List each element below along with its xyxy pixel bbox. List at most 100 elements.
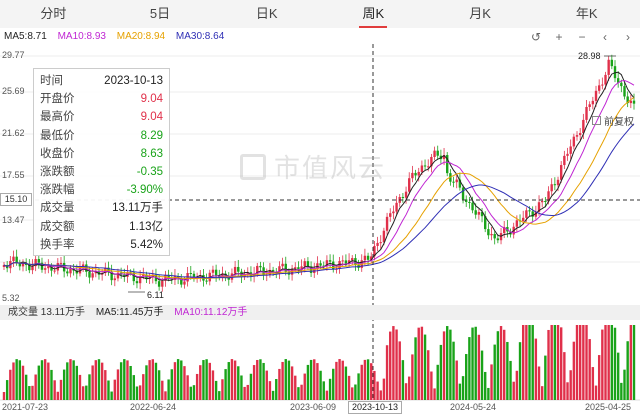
ma10-value: MA10:8.93 [57, 31, 106, 42]
volume-bar [297, 387, 300, 400]
checkbox-icon[interactable] [592, 116, 601, 125]
volume-bar [534, 338, 538, 400]
candle-body [534, 211, 538, 217]
candle-body [626, 96, 629, 104]
info-value: 8.63 [140, 147, 163, 160]
volume-bar [385, 345, 389, 400]
volume-bar [284, 359, 287, 400]
volume-bar [506, 341, 509, 400]
volume-bar [515, 370, 519, 400]
volume-bar [268, 381, 272, 400]
info-key: 开盘价 [40, 93, 75, 106]
candle-body [591, 100, 595, 105]
candle-body [578, 133, 582, 136]
candle-body [594, 90, 598, 101]
volume-bar [28, 386, 31, 400]
volume-bar [126, 360, 129, 400]
chevron-right-icon[interactable]: › [626, 30, 630, 44]
volume-bar [474, 326, 477, 400]
volume-bar [113, 379, 117, 400]
volume-bar [382, 378, 386, 400]
volume-bar [458, 383, 462, 400]
candle-body [91, 273, 94, 278]
volume-bar [183, 366, 186, 400]
info-row: 开盘价 9.04 [40, 90, 163, 108]
candle-body [566, 153, 569, 156]
info-value: 9.04 [140, 93, 163, 106]
volume-legend: 成交量 13.11万手 MA5:11.45万手 MA10:11.12万手 [0, 305, 640, 320]
candle-body [607, 59, 610, 75]
candle-body [392, 211, 395, 214]
volume-ma10-value: MA10:11.12万手 [174, 307, 248, 318]
volume-bar [319, 370, 322, 400]
price-cursor-label: 15.10 [0, 193, 32, 206]
volume-bar [601, 329, 604, 400]
volume-bar [569, 370, 572, 400]
candle-body [370, 256, 373, 260]
volume-bar [313, 359, 316, 400]
tab-monthly[interactable]: 月K [469, 6, 491, 21]
candle-body [465, 199, 468, 202]
candle-body [205, 280, 208, 282]
candle-body [629, 100, 633, 104]
volume-bar [132, 375, 135, 400]
candle-body [373, 245, 376, 257]
candle-body [214, 269, 218, 276]
info-row: 换手率 5.42% [40, 236, 163, 254]
candle-body [474, 210, 477, 215]
volume-bar [53, 380, 56, 400]
candle-body [537, 202, 541, 212]
volume-bar [490, 364, 493, 400]
candle-body [379, 242, 382, 244]
candle-body [401, 196, 405, 198]
info-value: 5.42% [130, 238, 163, 251]
tab-daily[interactable]: 日K [255, 6, 278, 21]
tab-5day[interactable]: 5日 [149, 6, 171, 21]
candle-body [559, 165, 563, 180]
volume-bar [186, 375, 189, 400]
volume-bar [487, 387, 490, 400]
info-key: 涨跌额 [40, 165, 75, 178]
tab-yearly[interactable]: 年K [575, 6, 598, 21]
candle-body [544, 200, 547, 202]
candle-body [404, 191, 408, 198]
volume-bar [142, 374, 145, 400]
candle-body [427, 166, 430, 168]
volume-bar [354, 384, 357, 400]
fuquan-toggle[interactable]: 前复权 [592, 113, 634, 128]
candle-body [458, 179, 462, 188]
volume-bar [24, 374, 28, 400]
volume-bar [290, 366, 294, 400]
candle-body [484, 216, 487, 230]
candle-body [34, 259, 37, 267]
candle-body [344, 260, 348, 264]
volume-bar [341, 360, 344, 400]
volume-bar [135, 386, 139, 400]
candle-body [389, 213, 392, 217]
volume-bar [477, 334, 481, 400]
volume-bar [9, 369, 12, 400]
ma5-value: MA5:8.71 [4, 31, 47, 42]
volume-bar [509, 360, 512, 400]
chevron-left-icon[interactable]: ‹ [603, 30, 607, 44]
candle-body [597, 85, 601, 91]
info-value: -0.35 [136, 165, 163, 178]
tab-weekly[interactable]: 周K [320, 0, 427, 28]
x-tick-label: 2021-07-23 [2, 402, 49, 412]
plus-icon[interactable]: + [555, 30, 563, 44]
volume-bar [62, 369, 66, 400]
tab-minute[interactable]: 分时 [40, 6, 67, 21]
candle-body [157, 281, 161, 287]
candle-body [233, 266, 237, 274]
volume-bar [414, 337, 417, 400]
volume-bar [395, 329, 398, 400]
minus-icon[interactable]: − [578, 30, 586, 44]
volume-bar [161, 380, 164, 400]
candle-body [563, 155, 566, 166]
volume-bar [335, 361, 338, 400]
reset-icon[interactable]: ↺ [530, 30, 542, 44]
volume-bar [411, 354, 414, 400]
candle-body [446, 155, 449, 174]
volume-bar [50, 369, 53, 400]
